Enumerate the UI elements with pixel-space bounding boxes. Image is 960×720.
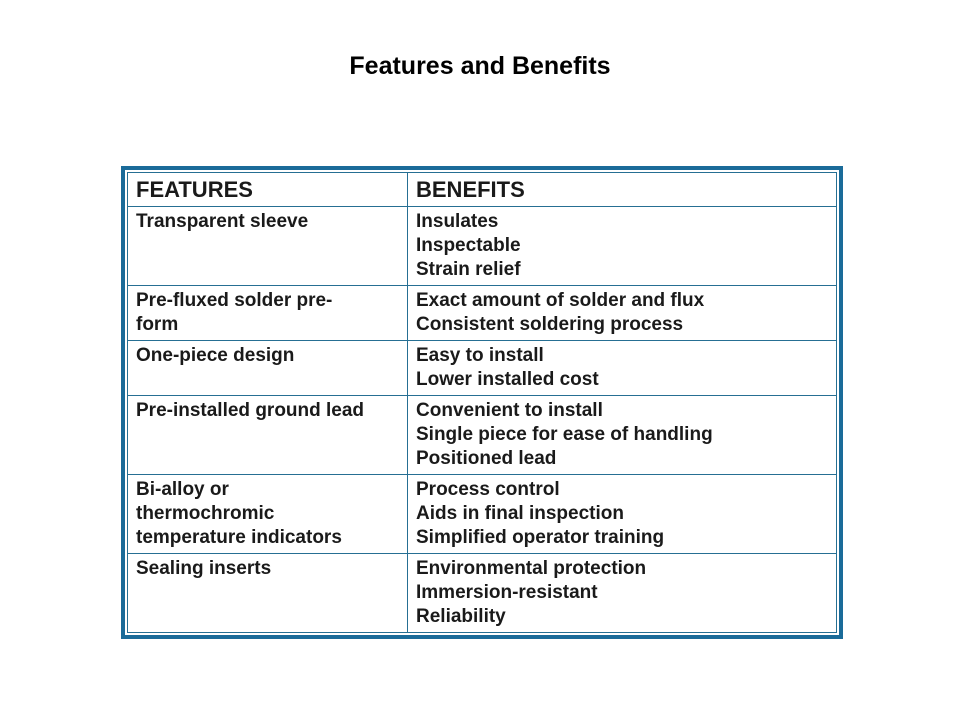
- table-row: Pre-fluxed solder pre- form Exact amount…: [127, 285, 837, 341]
- features-benefits-table-frame: FEATURES BENEFITS Transparent sleeve Ins…: [121, 166, 843, 639]
- benefit-cell: Easy to install Lower installed cost: [407, 340, 837, 396]
- features-header-cell: FEATURES: [127, 172, 408, 207]
- feature-cell: Sealing inserts: [127, 553, 408, 633]
- benefit-cell: Process control Aids in final inspection…: [407, 474, 837, 554]
- benefit-cell: Insulates Inspectable Strain relief: [407, 206, 837, 286]
- benefit-cell: Convenient to install Single piece for e…: [407, 395, 837, 475]
- table-row: Sealing inserts Environmental protection…: [127, 553, 837, 633]
- table-row: Pre-installed ground lead Convenient to …: [127, 395, 837, 475]
- benefit-cell: Environmental protection Immersion-resis…: [407, 553, 837, 633]
- benefits-header-cell: BENEFITS: [407, 172, 837, 207]
- feature-cell: Bi-alloy or thermochromic temperature in…: [127, 474, 408, 554]
- table-row: One-piece design Easy to install Lower i…: [127, 340, 837, 396]
- features-benefits-table: FEATURES BENEFITS Transparent sleeve Ins…: [127, 172, 837, 633]
- feature-cell: One-piece design: [127, 340, 408, 396]
- benefit-cell: Exact amount of solder and flux Consiste…: [407, 285, 837, 341]
- table-header-row: FEATURES BENEFITS: [127, 172, 837, 207]
- feature-cell: Pre-fluxed solder pre- form: [127, 285, 408, 341]
- page-title: Features and Benefits: [349, 52, 611, 80]
- table-row: Bi-alloy or thermochromic temperature in…: [127, 474, 837, 554]
- feature-cell: Pre-installed ground lead: [127, 395, 408, 475]
- table-row: Transparent sleeve Insulates Inspectable…: [127, 206, 837, 286]
- feature-cell: Transparent sleeve: [127, 206, 408, 286]
